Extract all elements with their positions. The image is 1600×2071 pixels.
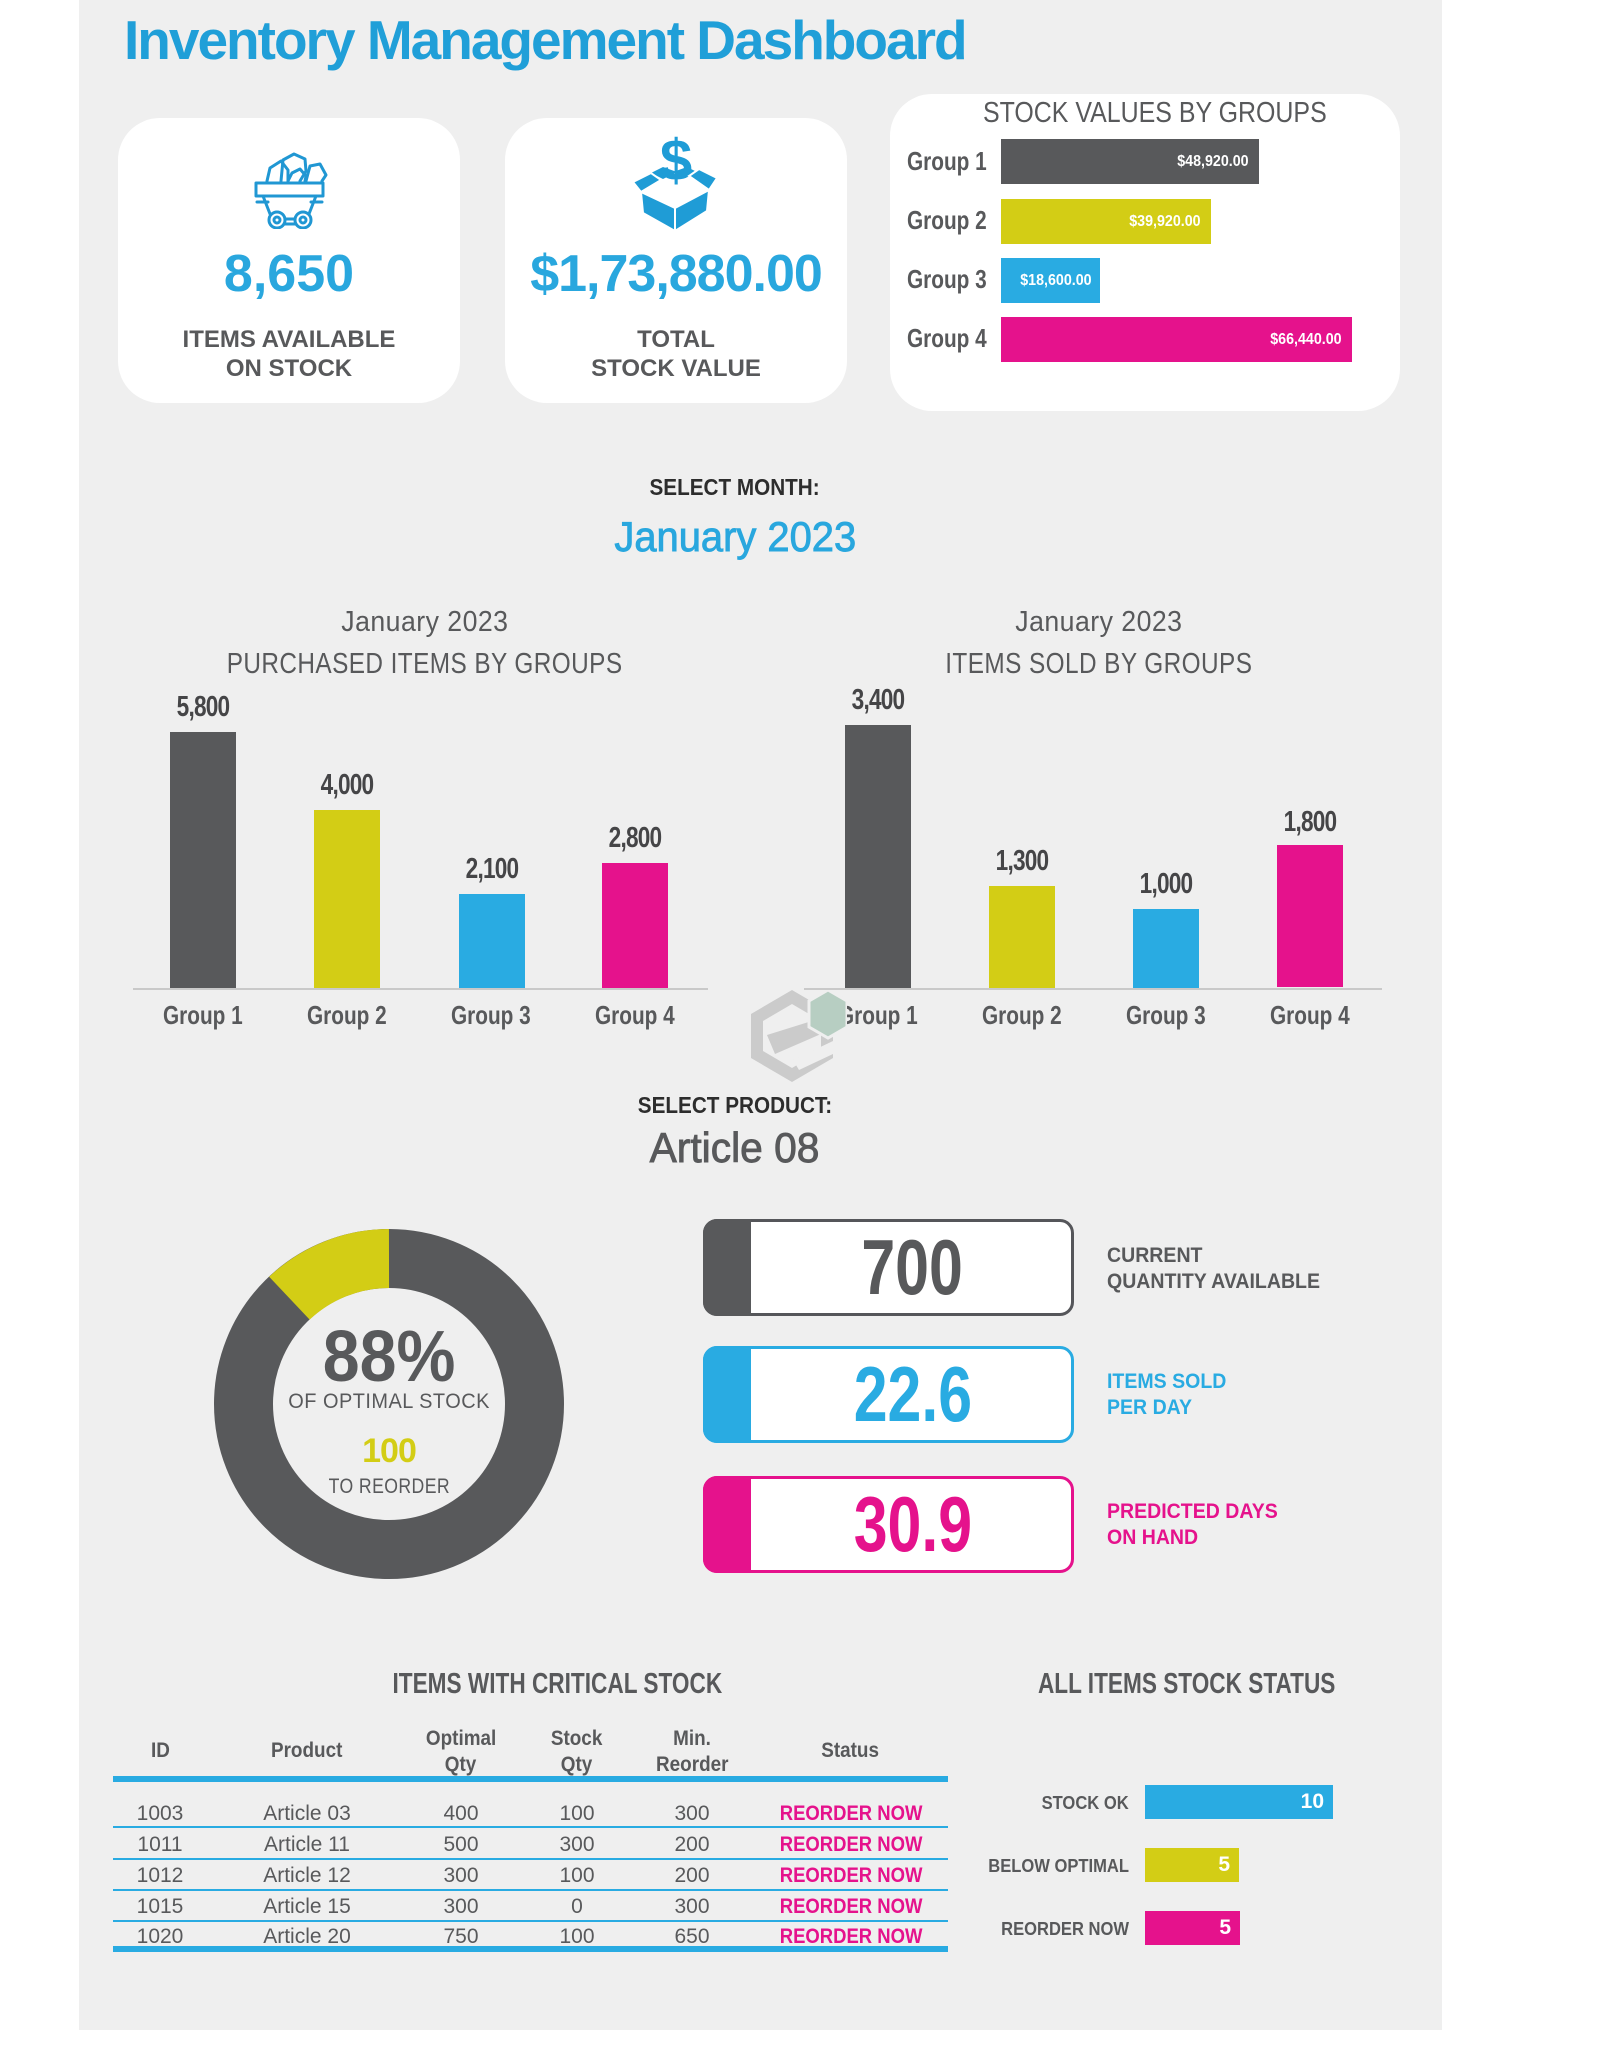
svg-text:$: $ <box>660 134 692 193</box>
